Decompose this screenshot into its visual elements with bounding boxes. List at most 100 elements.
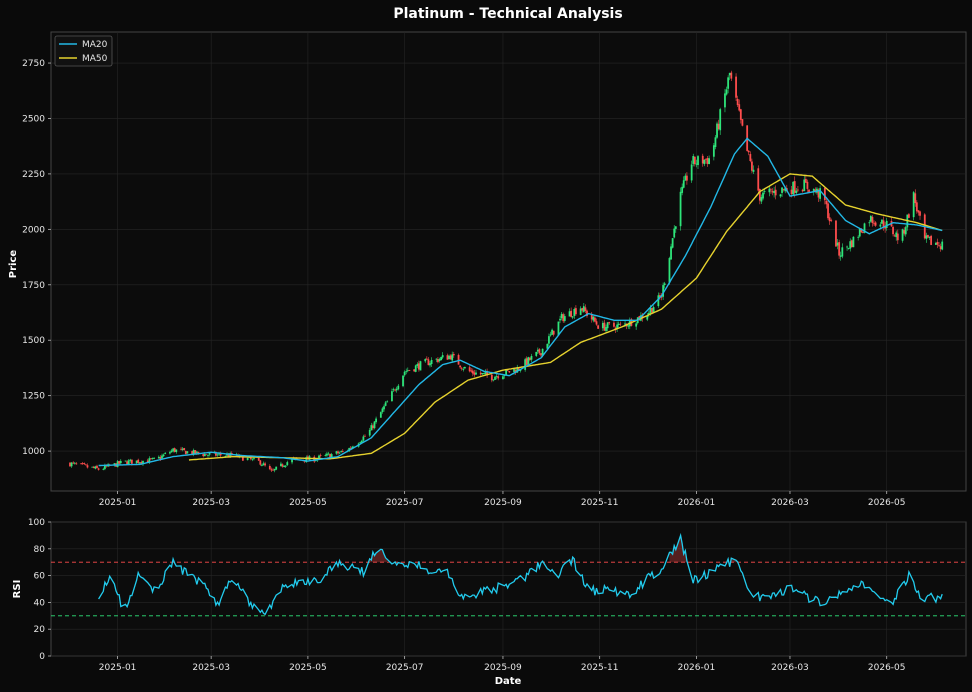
candle-body xyxy=(724,93,726,108)
candle-body xyxy=(571,316,574,318)
candle-body xyxy=(779,194,782,197)
candle-body xyxy=(914,193,917,204)
price-xtick-label: 2025-01 xyxy=(99,498,137,508)
candle-body xyxy=(202,454,205,457)
candle-body xyxy=(852,236,855,248)
candle-body xyxy=(281,464,284,467)
candle-body xyxy=(129,459,132,461)
candle-body xyxy=(175,449,178,453)
candle-body xyxy=(838,242,841,256)
rsi-reference-lines xyxy=(51,561,966,617)
candle-body xyxy=(530,355,533,360)
ma50-line xyxy=(188,173,943,461)
candle-body xyxy=(324,455,327,456)
candle-body xyxy=(613,322,615,327)
legend: MA20 MA50 xyxy=(54,35,113,67)
candle-body xyxy=(116,461,119,468)
rsi-ytick-label: 60 xyxy=(34,572,46,582)
candle-body xyxy=(462,369,465,370)
rsi-overbought-fill xyxy=(669,535,687,563)
candle-body xyxy=(869,215,872,222)
candle-body xyxy=(659,295,661,297)
candle-body xyxy=(70,462,73,467)
candle-body xyxy=(203,454,206,457)
candle-body xyxy=(682,180,685,188)
price-xtick-label: 2025-05 xyxy=(289,498,327,508)
candle-body xyxy=(803,179,806,192)
candle-body xyxy=(752,169,755,172)
candle-body xyxy=(735,76,737,98)
candle-body xyxy=(368,429,371,436)
candle-body xyxy=(692,156,695,164)
candle-body xyxy=(259,460,262,465)
candle-body xyxy=(747,150,750,153)
candle-body xyxy=(594,317,596,322)
candle-body xyxy=(479,372,482,375)
rsi-ytick-label: 40 xyxy=(34,598,46,608)
candle-body xyxy=(329,453,331,458)
candle-body xyxy=(573,308,576,316)
candle-body xyxy=(663,283,666,286)
candle-body xyxy=(693,156,696,165)
candle-body xyxy=(595,321,598,325)
candle-body xyxy=(330,454,333,458)
candle-body xyxy=(429,363,431,366)
candle-body xyxy=(706,158,709,164)
candle-body xyxy=(617,323,620,325)
candle-body xyxy=(272,469,274,471)
candle-body xyxy=(771,191,774,193)
candle-body xyxy=(728,73,731,76)
candle-body xyxy=(741,119,744,126)
price-ytick-label: 1000 xyxy=(22,447,45,457)
candle-body xyxy=(135,460,138,464)
candle-body xyxy=(606,322,609,329)
rsi-xtick-label: 2025-07 xyxy=(386,663,424,673)
candle-body xyxy=(847,248,850,249)
candle-body xyxy=(305,457,308,463)
candle-body xyxy=(127,460,130,465)
candle-body xyxy=(161,455,163,459)
candle-body xyxy=(885,220,888,229)
candle-body xyxy=(424,359,427,362)
candle-body xyxy=(273,468,276,471)
candle-body xyxy=(705,158,707,160)
candle-body xyxy=(495,376,498,378)
candle-body xyxy=(790,189,793,195)
candle-body xyxy=(186,451,189,454)
candle-body xyxy=(812,188,815,192)
candle-body xyxy=(449,355,452,360)
candle-body xyxy=(508,371,511,373)
candle-body xyxy=(763,191,766,192)
candle-body xyxy=(584,307,587,311)
candle-body xyxy=(351,446,354,449)
candle-body xyxy=(804,178,807,183)
candle-body xyxy=(194,450,197,454)
candle-body xyxy=(716,123,718,138)
candle-body xyxy=(647,312,650,315)
candle-body xyxy=(403,371,406,376)
candle-body xyxy=(660,296,663,298)
candle-body xyxy=(917,210,920,213)
candle-body xyxy=(75,463,78,465)
candle-body xyxy=(150,458,152,460)
candle-body xyxy=(486,371,488,376)
candle-body xyxy=(557,321,560,336)
candle-body xyxy=(535,351,538,356)
candle-body xyxy=(830,219,833,221)
candle-body xyxy=(863,223,866,233)
candle-body xyxy=(414,365,417,372)
ma20-line xyxy=(98,137,943,467)
candle-body xyxy=(151,458,154,459)
price-xtick-label: 2026-05 xyxy=(868,498,906,508)
candle-body xyxy=(758,188,761,201)
price-ytick-label: 2500 xyxy=(22,114,45,124)
candle-body xyxy=(797,189,799,191)
candle-body xyxy=(579,308,582,315)
candle-body xyxy=(373,421,376,429)
candle-body xyxy=(170,450,173,453)
legend-ma20-label: MA20 xyxy=(82,40,108,50)
rsi-ytick-label: 0 xyxy=(39,652,45,662)
candle-body xyxy=(616,324,619,330)
candle-body xyxy=(359,442,362,443)
price-x-ticks: 2025-01 2025-03 2025-05 2025-07 2025-09 2025-… xyxy=(99,491,906,508)
